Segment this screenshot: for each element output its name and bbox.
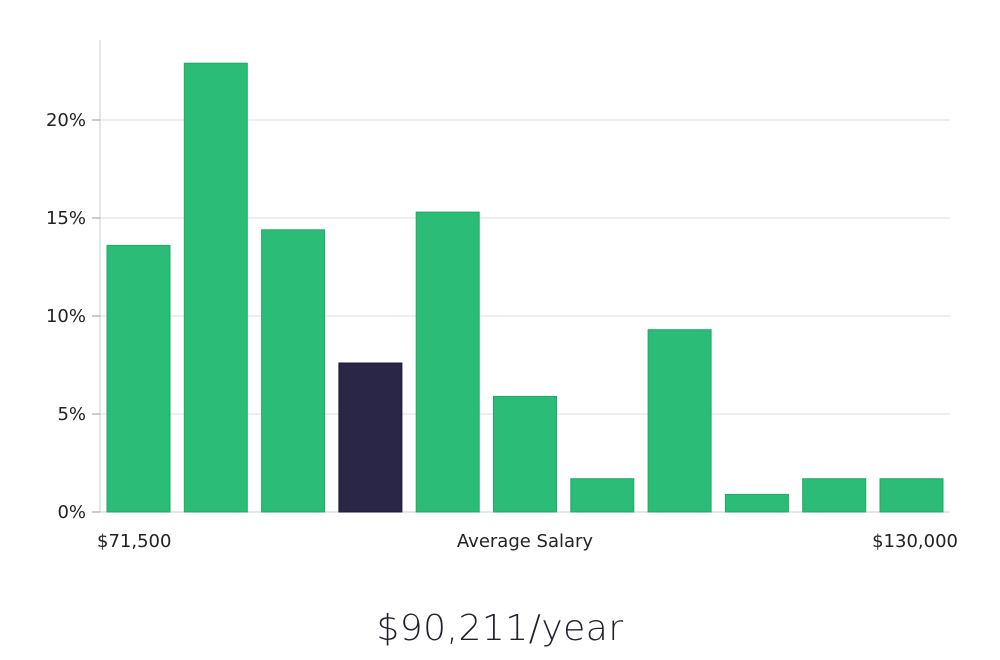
bar xyxy=(570,478,635,513)
y-tick-label: 0% xyxy=(57,502,86,523)
bar xyxy=(647,329,712,513)
bar xyxy=(106,244,171,513)
y-tick-label: 15% xyxy=(46,208,86,229)
y-tick-labels: 0% 5% 10% 15% 20% xyxy=(46,110,100,523)
salary-histogram: 0% 5% 10% 15% 20% $71,500 Average Salary $13… xyxy=(46,40,958,552)
y-tick-label: 20% xyxy=(46,110,86,131)
bar-highlighted xyxy=(338,362,403,513)
y-tick-label: 5% xyxy=(57,404,86,425)
x-axis-title: Average Salary xyxy=(457,531,594,552)
bar xyxy=(802,478,867,513)
bar xyxy=(415,211,480,513)
bar xyxy=(879,478,944,513)
bars xyxy=(106,62,944,513)
bar xyxy=(493,395,557,513)
bar xyxy=(724,493,789,513)
bar xyxy=(183,62,248,513)
y-tick-label: 10% xyxy=(46,306,86,327)
x-min-label: $71,500 xyxy=(97,531,171,552)
x-max-label: $130,000 xyxy=(872,531,958,552)
average-salary: $90,211/year xyxy=(376,608,624,649)
bar xyxy=(261,229,326,513)
